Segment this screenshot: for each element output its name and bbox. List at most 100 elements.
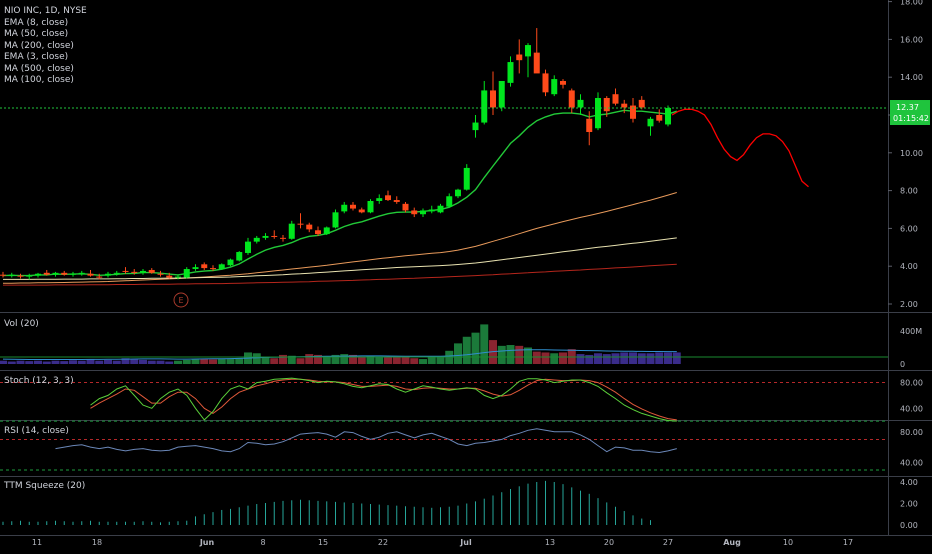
volume-bar bbox=[410, 358, 419, 364]
volume-bar bbox=[419, 359, 427, 364]
volume-legend[interactable]: Vol (20) bbox=[4, 319, 39, 329]
candle-body bbox=[420, 210, 426, 215]
squeeze-tick-label: 4.00 bbox=[900, 478, 918, 487]
candle-body bbox=[621, 103, 628, 108]
time-axis-label: 27 bbox=[663, 538, 673, 547]
indicator-ema-3[interactable]: EMA (3, close) bbox=[4, 52, 69, 62]
candle-body bbox=[8, 274, 15, 276]
volume-bar bbox=[296, 358, 305, 364]
volume-bar bbox=[112, 360, 121, 364]
indicator-ema-8[interactable]: EMA (8, close) bbox=[4, 17, 69, 28]
candle-body bbox=[148, 269, 155, 273]
volume-bar bbox=[7, 361, 16, 364]
candle-body bbox=[595, 97, 601, 129]
candle-body bbox=[271, 235, 278, 237]
candle-body bbox=[17, 275, 24, 277]
ma-line bbox=[3, 263, 677, 286]
candle-body bbox=[656, 115, 663, 121]
volume-bar bbox=[34, 360, 42, 364]
volume-bar bbox=[357, 356, 366, 364]
volume-bar bbox=[471, 332, 480, 364]
candle-body bbox=[201, 264, 208, 269]
candle-body bbox=[87, 273, 94, 276]
candle-body bbox=[218, 264, 225, 270]
stoch-k-line bbox=[90, 377, 677, 422]
candle-body bbox=[402, 203, 409, 211]
candle-body bbox=[638, 99, 645, 108]
volume-bar bbox=[121, 358, 130, 364]
volume-bar bbox=[672, 352, 681, 364]
symbol-title[interactable]: NIO INC, 1D, NYSE bbox=[4, 6, 87, 16]
candle-body bbox=[490, 90, 496, 108]
volume-bar bbox=[147, 360, 156, 364]
candle-body bbox=[61, 272, 68, 275]
squeeze-tick-label: 2.00 bbox=[900, 500, 918, 509]
volume-bar bbox=[392, 356, 401, 364]
candle-body bbox=[481, 90, 488, 123]
volume-bar bbox=[51, 360, 60, 364]
candle-body bbox=[428, 209, 435, 212]
last-price-label: 12.37 bbox=[896, 103, 919, 112]
indicator-ma-100[interactable]: MA (100, close) bbox=[4, 75, 74, 85]
volume-bar bbox=[375, 357, 384, 364]
volume-bar bbox=[620, 352, 629, 364]
candle-body bbox=[507, 62, 514, 83]
time-axis-label: 8 bbox=[260, 538, 265, 547]
candle-body bbox=[192, 267, 199, 270]
volume-tick-label: 400M bbox=[900, 327, 922, 336]
countdown-label: 01:15:42 bbox=[893, 114, 929, 123]
candle-body bbox=[52, 272, 59, 275]
volume-bar bbox=[191, 359, 200, 364]
candle-body bbox=[525, 45, 531, 57]
time-axis-label: Aug bbox=[723, 538, 741, 547]
volume-bar bbox=[261, 356, 270, 364]
volume-bar bbox=[349, 354, 357, 364]
candle-body bbox=[630, 105, 636, 119]
candle-body bbox=[647, 118, 654, 127]
candle-body bbox=[253, 237, 260, 242]
stoch-legend[interactable]: Stoch (12, 3, 3) bbox=[4, 376, 74, 386]
squeeze-legend[interactable]: TTM Squeeze (20) bbox=[4, 481, 86, 491]
candle-body bbox=[551, 79, 558, 95]
volume-bar bbox=[594, 353, 602, 364]
candle-body bbox=[78, 272, 85, 274]
candle-body bbox=[341, 204, 348, 212]
time-axis-label: 10 bbox=[783, 538, 793, 547]
candle-body bbox=[332, 212, 339, 228]
candle-body bbox=[358, 209, 365, 213]
indicator-ma-50[interactable]: MA (50, close) bbox=[4, 29, 69, 39]
candle-body bbox=[498, 80, 505, 108]
candle-body bbox=[43, 272, 50, 275]
volume-bar bbox=[200, 359, 209, 364]
volume-bar bbox=[25, 361, 34, 364]
candle-body bbox=[437, 205, 444, 213]
candle-body bbox=[96, 276, 103, 278]
rsi-legend[interactable]: RSI (14, close) bbox=[4, 426, 69, 436]
volume-bar bbox=[436, 356, 445, 364]
candle-body bbox=[577, 99, 584, 108]
rsi-line bbox=[55, 428, 677, 454]
time-axis-label: 22 bbox=[378, 538, 388, 547]
volume-bar bbox=[524, 347, 532, 364]
candle-body bbox=[586, 118, 593, 133]
volume-bar bbox=[69, 360, 77, 364]
volume-bar bbox=[655, 352, 664, 364]
indicator-ma-200[interactable]: MA (200, close) bbox=[4, 40, 74, 51]
volume-bar bbox=[384, 357, 392, 364]
candle-body bbox=[166, 275, 173, 278]
candle-body bbox=[323, 227, 330, 235]
volume-bar bbox=[515, 345, 524, 364]
candle-body bbox=[183, 269, 190, 278]
price-tick-label: 2.00 bbox=[900, 300, 918, 309]
time-axis-label: 11 bbox=[32, 538, 42, 547]
candle-body bbox=[297, 223, 304, 225]
indicator-ma-500[interactable]: MA (500, close) bbox=[4, 63, 74, 74]
stoch-tick-label: 40.00 bbox=[900, 404, 923, 413]
projection-line bbox=[671, 108, 809, 188]
candle-body bbox=[131, 271, 138, 273]
volume-bar bbox=[60, 361, 69, 364]
candle-body bbox=[0, 274, 6, 276]
